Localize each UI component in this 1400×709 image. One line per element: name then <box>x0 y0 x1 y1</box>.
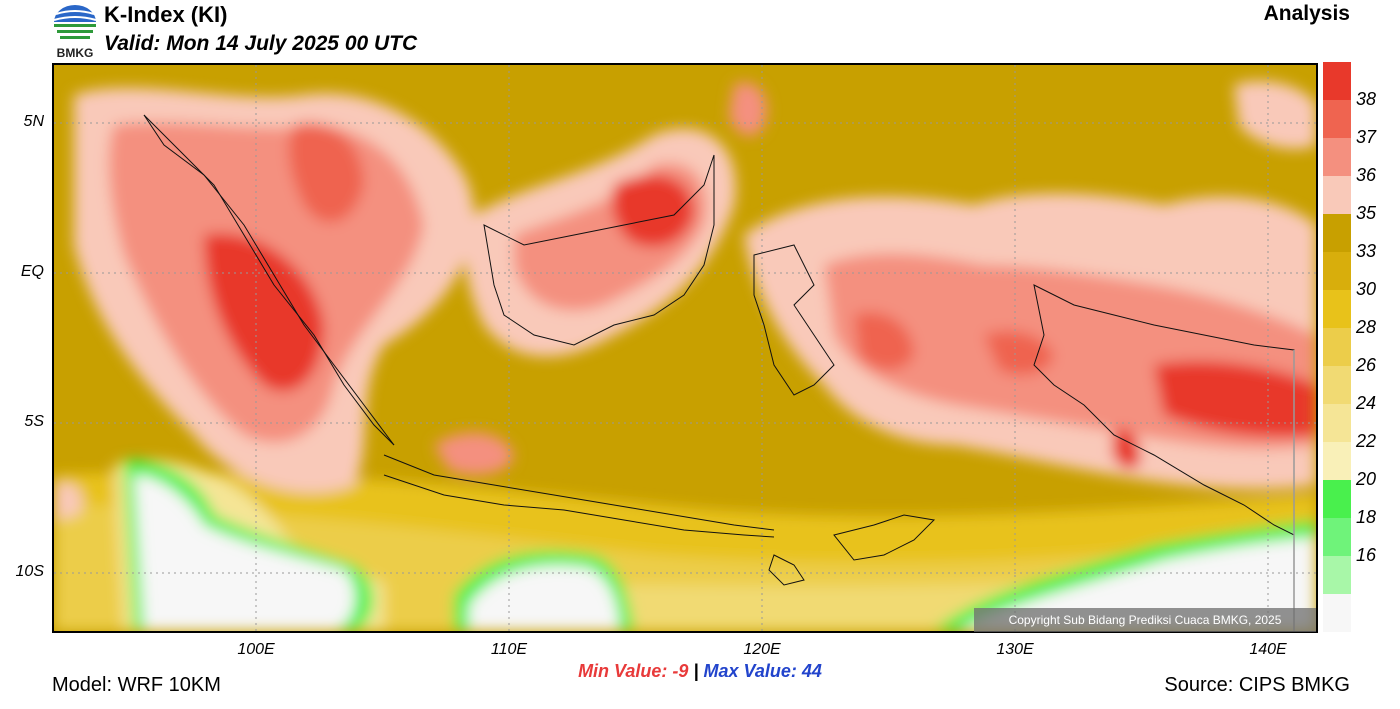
legend-swatch <box>1323 214 1351 253</box>
run-type-label: Analysis <box>1263 2 1350 25</box>
legend-label: 16 <box>1356 545 1377 565</box>
legend-swatch <box>1323 442 1351 481</box>
lat-label-5s: 5S <box>24 413 44 430</box>
legend-swatch <box>1323 480 1351 519</box>
min-value: -9 <box>672 661 689 681</box>
min-max-separator: | <box>693 661 699 681</box>
lon-label-140e: 140E <box>1249 641 1287 658</box>
legend-label: 37 <box>1356 127 1377 147</box>
lat-label-10s: 10S <box>15 563 44 580</box>
legend-swatch <box>1323 100 1351 139</box>
svg-text:BMKG: BMKG <box>57 46 94 58</box>
legend-label: 38 <box>1356 89 1377 109</box>
legend-label: 20 <box>1356 469 1377 489</box>
legend-label: 24 <box>1356 393 1377 413</box>
min-value-label: Min Value: <box>578 661 668 681</box>
legend-swatch <box>1323 290 1351 329</box>
color-legend <box>1323 62 1351 633</box>
legend-swatch <box>1323 366 1351 405</box>
lon-label-110e: 110E <box>490 641 528 658</box>
legend-swatch <box>1323 328 1351 367</box>
legend-swatch <box>1323 518 1351 557</box>
legend-label: 33 <box>1356 241 1377 261</box>
legend-label: 26 <box>1356 355 1377 375</box>
source-label: Source: CIPS BMKG <box>1164 674 1350 696</box>
lat-label-eq: EQ <box>20 263 44 280</box>
lon-label-130e: 130E <box>996 641 1034 658</box>
legend-swatch <box>1323 404 1351 443</box>
min-max-values: Min Value: -9 | Max Value: 44 <box>0 661 1400 682</box>
copyright-notice: Copyright Sub Bidang Prediksi Cuaca BMKG… <box>974 608 1316 632</box>
bmkg-logo: BMKG <box>50 2 100 60</box>
legend-swatch <box>1323 176 1351 215</box>
k-index-map <box>52 63 1318 633</box>
legend-swatch <box>1323 252 1351 291</box>
legend-swatch <box>1323 138 1351 177</box>
legend-label: 18 <box>1356 507 1377 527</box>
lon-label-100e: 100E <box>237 641 275 658</box>
legend-label: 28 <box>1356 317 1377 337</box>
legend-label: 30 <box>1356 279 1377 299</box>
legend-swatch <box>1323 594 1351 633</box>
max-value-label: Max Value: <box>703 661 797 681</box>
valid-time: Valid: Mon 14 July 2025 00 UTC <box>104 32 418 55</box>
max-value: 44 <box>801 661 822 681</box>
lon-label-120e: 120E <box>743 641 781 658</box>
model-label: Model: WRF 10KM <box>52 674 221 696</box>
legend-label: 36 <box>1356 165 1377 185</box>
lat-label-5n: 5N <box>23 113 44 130</box>
legend-label: 35 <box>1356 203 1377 223</box>
legend-swatch <box>1323 556 1351 595</box>
legend-swatch <box>1323 62 1351 101</box>
chart-title: K-Index (KI) <box>104 2 228 27</box>
legend-label: 22 <box>1356 431 1377 451</box>
coastlines <box>143 114 1295 586</box>
